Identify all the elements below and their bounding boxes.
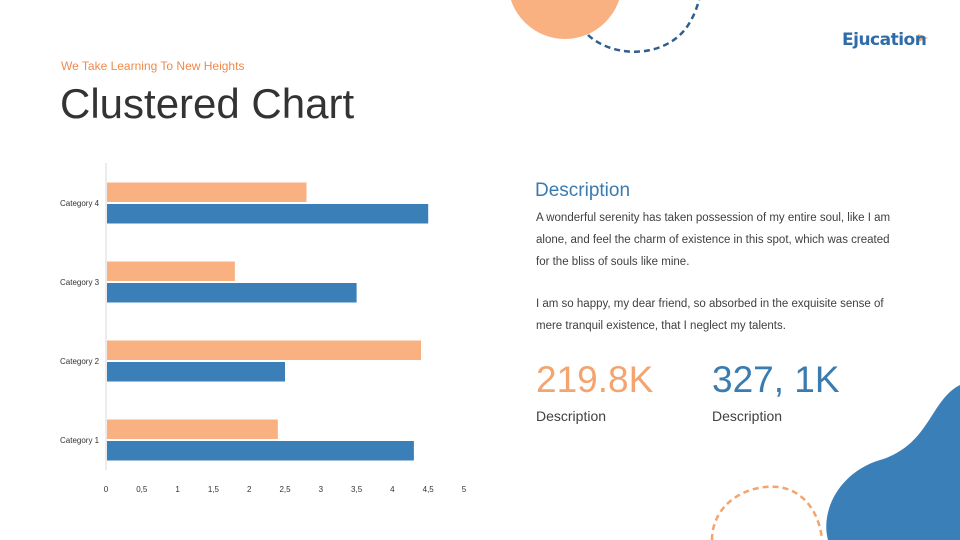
x-tick-label: 0,5: [136, 485, 148, 494]
x-tick-label: 4,5: [423, 485, 435, 494]
page-title: Clustered Chart: [60, 80, 355, 127]
x-tick-label: 4: [390, 485, 395, 494]
x-tick-label: 0: [104, 485, 109, 494]
bar-series1-category-2: [107, 362, 285, 382]
bar-series1-category-1: [107, 441, 414, 461]
x-tick-label: 1: [175, 485, 180, 494]
x-tick-label: 2: [247, 485, 252, 494]
bar-series2-category-3: [107, 261, 235, 281]
stat-value-1: 219.8K: [536, 359, 654, 400]
page-subtitle: We Take Learning To New Heights: [61, 59, 245, 73]
blue-blob-decoration: [826, 385, 960, 540]
description-paragraph-2: I am so happy, my dear friend, so absorb…: [536, 298, 884, 332]
description-heading: Description: [535, 180, 631, 201]
category-label: Category 3: [60, 278, 100, 287]
bar-series1-category-3: [107, 283, 357, 303]
x-tick-label: 5: [462, 485, 467, 494]
orange-circle-decoration: [510, 0, 620, 39]
bar-series1-category-4: [107, 204, 429, 224]
category-label: Category 1: [60, 436, 100, 445]
dashed-arc-bottom-decoration: [710, 485, 824, 540]
bar-series2-category-4: [107, 182, 307, 202]
category-label: Category 4: [60, 199, 100, 208]
stat-label-2: Description: [712, 408, 783, 424]
stat-value-2: 327, 1K: [712, 359, 840, 400]
description-paragraph-1: A wonderful serenity has taken possessio…: [536, 212, 891, 268]
x-tick-label: 1,5: [208, 485, 220, 494]
logo-swoosh-icon: [918, 34, 928, 42]
x-tick-label: 2,5: [279, 485, 291, 494]
x-tick-label: 3,5: [351, 485, 363, 494]
category-label: Category 2: [60, 357, 100, 366]
bar-series2-category-2: [107, 340, 422, 360]
bar-series2-category-1: [107, 419, 278, 439]
stat-label-1: Description: [536, 408, 607, 424]
x-tick-label: 3: [319, 485, 324, 494]
brand-logo: Ejucation: [842, 30, 927, 50]
